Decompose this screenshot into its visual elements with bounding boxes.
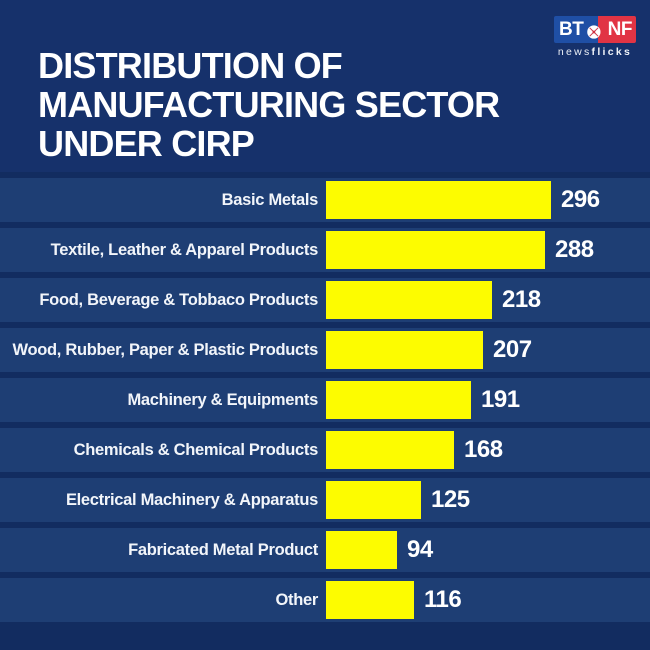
bar	[326, 581, 414, 619]
bar	[326, 231, 545, 269]
chart-row: Wood, Rubber, Paper & Plastic Products 20…	[0, 328, 650, 372]
bar-value: 288	[555, 236, 594, 263]
bar-value: 218	[502, 286, 541, 313]
chart-row: Fabricated Metal Product 94	[0, 528, 650, 572]
chart-row: Food, Beverage & Tobbaco Products 218	[0, 278, 650, 322]
bar-label: Food, Beverage & Tobbaco Products	[39, 290, 318, 309]
bar-value: 168	[464, 436, 503, 463]
tagline-news: news	[557, 46, 592, 58]
chart-row: Machinery & Equipments 191	[0, 378, 650, 422]
chart-row: Textile, Leather & Apparel Products 288	[0, 228, 650, 272]
bar-chart: Basic Metals 296 Textile, Leather & Appare…	[0, 172, 650, 650]
bar-label: Electrical Machinery & Apparatus	[65, 490, 318, 509]
bar-label: Machinery & Equipments	[127, 390, 318, 409]
bar-label: Chemicals & Chemical Products	[73, 440, 319, 459]
bar	[326, 381, 471, 419]
bar-label: Basic Metals	[221, 190, 319, 209]
bar-label: Fabricated Metal Product	[128, 540, 318, 559]
bar	[326, 281, 492, 319]
bar	[326, 481, 421, 519]
header: DISTRIBUTION OF MANUFACTURING SECTOR UND…	[0, 0, 650, 172]
chart-row: Chemicals & Chemical Products 168	[0, 428, 650, 472]
tagline-flicks: flicks	[591, 46, 633, 58]
page-title-line-1: DISTRIBUTION OF	[38, 45, 343, 86]
brand-tagline: newsflicks	[554, 46, 636, 58]
bar-value: 94	[407, 536, 433, 563]
page-title-line-2: MANUFACTURING SECTOR	[38, 84, 500, 125]
chart-row: Electrical Machinery & Apparatus 125	[0, 478, 650, 522]
bar-label: Wood, Rubber, Paper & Plastic Products	[12, 340, 318, 359]
bar-label: Textile, Leather & Apparel Products	[50, 240, 319, 259]
globe-icon	[587, 25, 601, 39]
bar-value: 116	[424, 586, 462, 613]
bar-value: 125	[431, 486, 470, 513]
brand-logo-box: BT NF	[554, 16, 636, 43]
bar	[326, 181, 551, 219]
bar	[326, 531, 397, 569]
chart-row: Basic Metals 296	[0, 178, 650, 222]
bar	[326, 431, 454, 469]
page-title-line-3: UNDER CIRP	[38, 123, 255, 164]
bar	[326, 331, 483, 369]
bar-label: Other	[275, 590, 318, 609]
logo-nf-text: NF	[598, 16, 636, 43]
brand-logo: BT NF newsflicks	[554, 16, 636, 58]
chart-row: Other 116	[0, 578, 650, 622]
bar-value: 296	[561, 186, 600, 213]
bar-value: 207	[493, 336, 532, 363]
bar-value: 191	[481, 386, 520, 413]
